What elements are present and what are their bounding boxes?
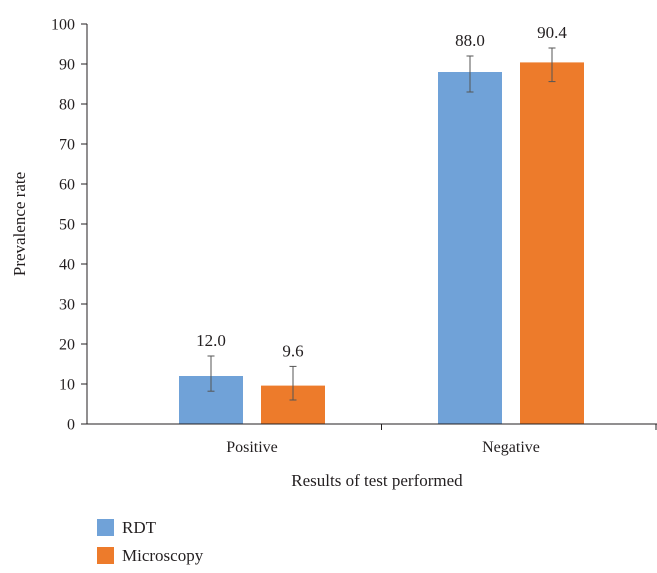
x-tick-label: Positive bbox=[226, 439, 278, 456]
y-tick-label: 60 bbox=[59, 177, 75, 194]
y-tick-label: 50 bbox=[59, 217, 75, 234]
y-tick-label: 90 bbox=[59, 57, 75, 74]
y-tick-label: 10 bbox=[59, 377, 75, 394]
y-tick-label: 0 bbox=[67, 417, 75, 434]
x-axis-ticks: Positive Negative bbox=[226, 424, 657, 456]
data-label: 12.0 bbox=[196, 331, 226, 350]
y-tick-label: 80 bbox=[59, 97, 75, 114]
legend-label-microscopy: Microscopy bbox=[122, 546, 204, 565]
y-axis-ticks: 0 10 20 30 40 50 60 70 80 90 100 bbox=[51, 17, 87, 434]
y-axis-title: Prevalence rate bbox=[10, 172, 29, 276]
y-tick-label: 40 bbox=[59, 257, 75, 274]
data-labels: 12.0 88.0 9.6 90.4 bbox=[196, 23, 567, 360]
legend-swatch-microscopy bbox=[97, 547, 114, 564]
data-label: 90.4 bbox=[537, 23, 567, 42]
data-label: 9.6 bbox=[282, 341, 303, 360]
legend-swatch-rdt bbox=[97, 519, 114, 536]
x-tick-label: Negative bbox=[482, 439, 540, 456]
y-tick-label: 70 bbox=[59, 137, 75, 154]
legend-label-rdt: RDT bbox=[122, 518, 157, 537]
data-label: 88.0 bbox=[455, 31, 485, 50]
y-tick-label: 20 bbox=[59, 337, 75, 354]
x-axis-title: Results of test performed bbox=[291, 471, 463, 490]
error-bars bbox=[207, 47, 556, 401]
bars bbox=[179, 62, 584, 425]
legend: RDT Microscopy bbox=[97, 518, 204, 565]
bar-microscopy-negative bbox=[520, 62, 584, 425]
y-tick-label: 100 bbox=[51, 17, 75, 34]
y-tick-label: 30 bbox=[59, 297, 75, 314]
bar-rdt-negative bbox=[438, 72, 502, 424]
